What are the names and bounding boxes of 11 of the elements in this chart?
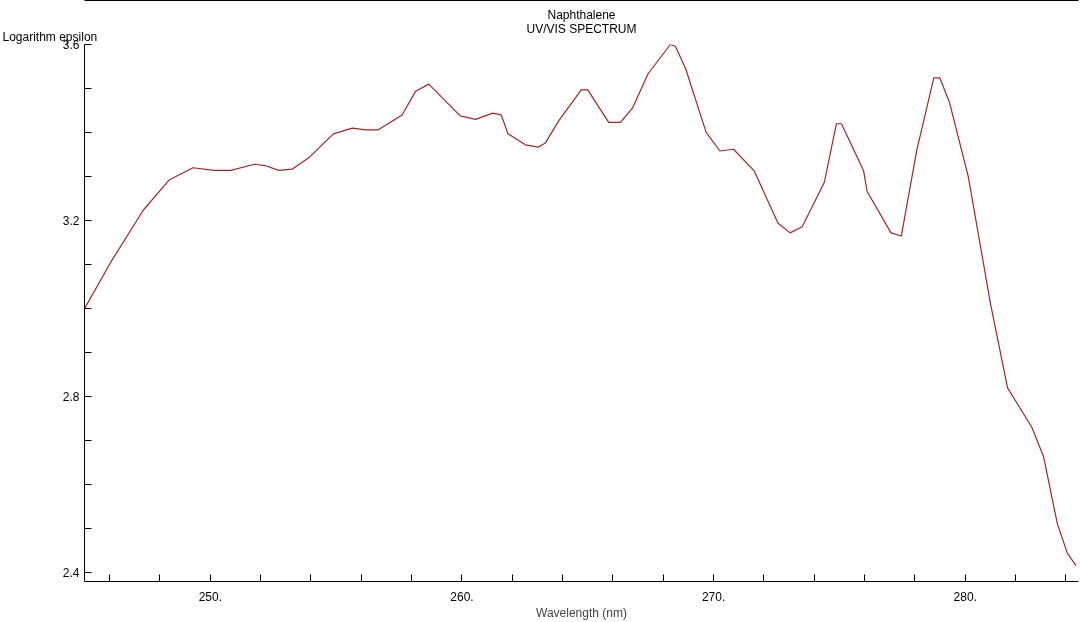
line-series <box>84 44 1077 567</box>
y-tick-label: 2.4 <box>62 566 80 581</box>
x-tick-label: 270. <box>701 589 726 604</box>
x-tick-label: 260. <box>450 589 474 604</box>
x-tick-label: 250. <box>198 589 222 604</box>
y-tick-label: 3.2 <box>62 214 80 229</box>
chart-subtitle: UV/VIS SPECTRUM <box>526 21 637 36</box>
y-tick-label: 2.8 <box>62 390 80 405</box>
x-tick-label: 280. <box>953 589 977 604</box>
chart-title: Naphthalene <box>547 7 616 22</box>
x-axis-title: Wavelength (nm) <box>536 605 627 620</box>
